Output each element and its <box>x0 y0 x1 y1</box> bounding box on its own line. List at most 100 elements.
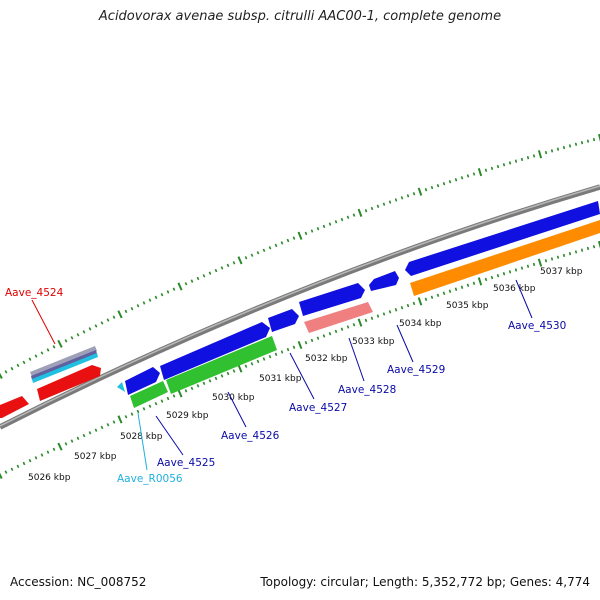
gene-label-aave-4525[interactable]: Aave_4525 <box>157 457 215 469</box>
minor-tick <box>316 227 320 231</box>
minor-tick <box>544 259 548 263</box>
major-tick <box>297 340 303 350</box>
map-title: Acidovorax avenae subsp. citrulli AAC00-… <box>98 9 502 24</box>
minor-tick <box>346 325 350 329</box>
major-tick <box>537 150 543 159</box>
minor-tick <box>88 327 92 331</box>
minor-tick <box>352 323 356 327</box>
minor-tick <box>100 321 104 325</box>
minor-tick <box>88 431 92 435</box>
major-tick <box>357 318 363 327</box>
minor-tick <box>448 289 452 293</box>
minor-tick <box>190 279 194 283</box>
gene-pink[interactable] <box>304 302 373 333</box>
minor-tick <box>472 172 476 176</box>
minor-tick <box>244 256 248 260</box>
minor-tick <box>208 271 212 275</box>
gene-green-small[interactable] <box>130 381 168 408</box>
scale-label: 5032 kbp <box>305 354 348 364</box>
minor-tick <box>586 139 590 143</box>
major-tick <box>177 282 183 291</box>
minor-tick <box>184 389 188 393</box>
major-tick <box>598 133 600 143</box>
minor-tick <box>394 308 398 312</box>
minor-tick <box>406 194 410 198</box>
scale-label: 5036 kbp <box>493 284 536 294</box>
minor-tick <box>112 315 116 319</box>
minor-tick <box>394 198 398 202</box>
minor-tick <box>22 360 26 365</box>
gene-red-offscreen-left[interactable] <box>0 396 29 418</box>
gene-label-aave-4529[interactable]: Aave_4529 <box>387 364 445 376</box>
minor-tick <box>406 303 410 308</box>
minor-tick <box>220 374 224 378</box>
minor-tick <box>106 318 110 322</box>
minor-tick <box>262 357 266 361</box>
minor-tick <box>124 309 128 314</box>
minor-tick <box>304 231 308 236</box>
minor-tick <box>472 281 476 286</box>
minor-tick <box>382 202 386 206</box>
minor-tick <box>28 357 32 361</box>
gene-aave-4530-arrow[interactable] <box>405 201 600 276</box>
scale-label: 5027 kbp <box>74 452 117 462</box>
outer-tick-ring <box>0 133 600 379</box>
gene-aave-4528-arrow[interactable] <box>299 283 365 316</box>
gene-label-aave-4528[interactable]: Aave_4528 <box>338 384 396 396</box>
minor-tick <box>370 316 374 320</box>
minor-tick <box>226 371 230 376</box>
minor-tick <box>148 298 152 302</box>
gene-label-aave-4527[interactable]: Aave_4527 <box>289 402 347 414</box>
minor-tick <box>244 364 248 368</box>
minor-tick <box>100 425 104 430</box>
major-tick <box>297 231 303 240</box>
minor-tick <box>412 192 416 196</box>
accession-text: Accession: NC_008752 <box>10 575 147 589</box>
major-tick <box>357 208 363 217</box>
major-tick <box>0 472 3 480</box>
gene-label-aave-4524[interactable]: Aave_4524 <box>5 287 64 299</box>
reverse-strand-genes <box>0 220 600 418</box>
minor-tick <box>460 176 464 180</box>
gene-aave-4529-arrow[interactable] <box>369 271 399 291</box>
minor-tick <box>322 224 326 229</box>
rna-aave-r0056[interactable] <box>117 382 125 392</box>
gene-aave-4527-arrow[interactable] <box>268 309 299 332</box>
minor-tick <box>16 464 20 469</box>
gene-aave-4525-arrow[interactable] <box>125 367 160 395</box>
minor-tick <box>208 379 212 383</box>
minor-tick <box>496 164 500 169</box>
minor-tick <box>286 347 290 352</box>
minor-tick <box>442 291 446 295</box>
gene-label-aave-r0056[interactable]: Aave_R0056 <box>117 473 183 485</box>
minor-tick <box>568 251 572 256</box>
minor-tick <box>136 409 140 414</box>
minor-tick <box>286 238 290 243</box>
gene-label-aave-4530[interactable]: Aave_4530 <box>508 320 566 332</box>
gene-red-aave-4524[interactable] <box>37 365 101 401</box>
minor-tick <box>190 386 194 391</box>
minor-tick <box>508 270 512 274</box>
minor-tick <box>232 369 236 373</box>
minor-tick <box>376 314 380 318</box>
gene-labels: Aave_4524 Aave_R0056 Aave_4525 Aave_4526… <box>5 287 566 485</box>
minor-tick <box>502 272 506 276</box>
genome-summary-text: Topology: circular; Length: 5,352,772 bp… <box>260 575 590 589</box>
scale-label: 5031 kbp <box>259 374 302 384</box>
gene-aave-4526-arrow[interactable] <box>160 322 270 380</box>
minor-tick <box>586 246 590 251</box>
forward-strand-genes <box>125 201 600 395</box>
minor-tick <box>412 301 416 306</box>
minor-tick <box>280 241 284 245</box>
scale-label: 5026 kbp <box>28 473 71 483</box>
gene-orange-long[interactable] <box>410 220 600 296</box>
gene-green-large[interactable] <box>166 336 277 394</box>
minor-tick <box>346 215 350 219</box>
minor-tick <box>310 229 314 233</box>
gene-label-aave-4526[interactable]: Aave_4526 <box>221 430 280 442</box>
gene-aave-4524-feature[interactable] <box>30 346 98 383</box>
major-tick <box>117 415 123 424</box>
minor-tick <box>220 266 224 270</box>
major-tick <box>57 339 63 348</box>
minor-tick <box>94 324 98 328</box>
